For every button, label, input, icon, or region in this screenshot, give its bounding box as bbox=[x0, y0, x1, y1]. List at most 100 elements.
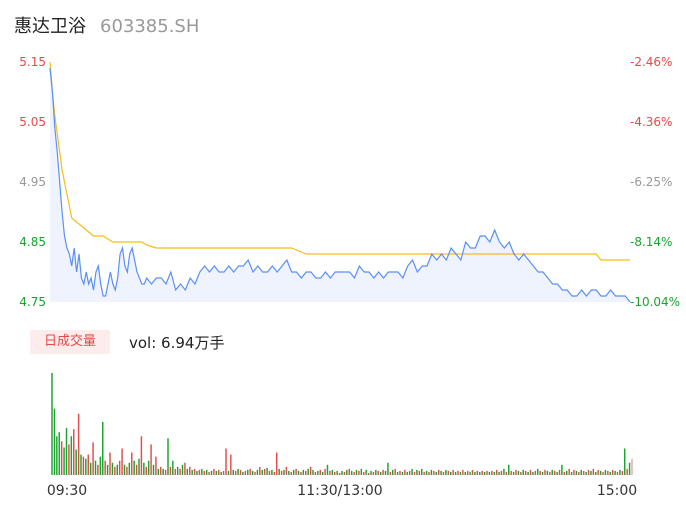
volume-bar bbox=[546, 470, 549, 475]
volume-bar bbox=[319, 469, 321, 475]
volume-bar bbox=[539, 470, 541, 475]
volume-bar bbox=[500, 470, 503, 475]
volume-bar bbox=[302, 469, 305, 475]
volume-bar bbox=[517, 470, 520, 475]
volume-bar bbox=[462, 469, 464, 475]
volume-bar bbox=[53, 408, 56, 475]
y-tick-label: 4.95 bbox=[19, 175, 46, 189]
volume-bar bbox=[181, 464, 184, 475]
volume-bar bbox=[307, 468, 309, 475]
volume-bar bbox=[131, 452, 133, 475]
volume-bar bbox=[111, 462, 114, 475]
y-tick-pct-label: -4.36% bbox=[630, 115, 672, 129]
volume-bar bbox=[326, 464, 329, 475]
volume-bar bbox=[392, 469, 394, 475]
volume-bar bbox=[184, 462, 186, 475]
volume-bar bbox=[56, 436, 58, 475]
volume-bar bbox=[147, 460, 150, 475]
volume-bar bbox=[515, 469, 517, 475]
volume-bar bbox=[524, 470, 527, 475]
volume-bar bbox=[566, 470, 568, 475]
volume-bar bbox=[551, 469, 553, 475]
volume-bar bbox=[321, 471, 324, 475]
volume-bar bbox=[464, 471, 466, 475]
volume-bar bbox=[263, 468, 266, 475]
volume-bar bbox=[104, 460, 106, 475]
volume-bar bbox=[152, 464, 155, 475]
volume-bar bbox=[599, 470, 602, 475]
volume-bar bbox=[167, 438, 169, 475]
volume-bar bbox=[469, 471, 471, 475]
volume-bar bbox=[592, 468, 595, 475]
volume-bar bbox=[350, 470, 353, 475]
volume-bar bbox=[242, 471, 244, 475]
volume-bar bbox=[292, 469, 295, 475]
volume-bar bbox=[278, 468, 280, 475]
volume-bar bbox=[218, 469, 220, 475]
volume-bar bbox=[404, 469, 406, 475]
volume-bar bbox=[341, 470, 343, 475]
volume-bar bbox=[285, 466, 288, 475]
volume-bar bbox=[607, 470, 609, 475]
volume-bar bbox=[621, 470, 624, 475]
volume-bar bbox=[382, 469, 384, 475]
volume-bar bbox=[343, 471, 346, 475]
volume-bar bbox=[488, 471, 491, 475]
volume-bar bbox=[87, 454, 89, 475]
volume-bar bbox=[476, 470, 479, 475]
volume-bar bbox=[503, 468, 505, 475]
volume-bar bbox=[430, 469, 433, 475]
volume-bar bbox=[529, 469, 532, 475]
volume-bar bbox=[288, 470, 290, 475]
volume-bar bbox=[114, 466, 116, 475]
volume-bar bbox=[155, 456, 157, 475]
volume-bar bbox=[309, 466, 312, 475]
volume-bar bbox=[544, 469, 546, 475]
volume-bar bbox=[280, 470, 283, 475]
volume-bar bbox=[70, 436, 73, 475]
price-chart: 5.15 -2.46% 5.05 -4.36% 4.95 -6.25% 4.85 -8.14%… bbox=[19, 55, 680, 309]
volume-bar bbox=[276, 452, 278, 475]
y-tick-label: 4.75 bbox=[19, 295, 46, 309]
volume-bar bbox=[442, 471, 445, 475]
volume-bar bbox=[474, 471, 476, 475]
volume-bar bbox=[82, 456, 85, 475]
volume-bar bbox=[435, 471, 437, 475]
volume-bar bbox=[179, 468, 181, 475]
volume-bar bbox=[541, 471, 544, 475]
volume-bar bbox=[346, 469, 348, 475]
volume-bar bbox=[138, 458, 140, 475]
volume-bar bbox=[616, 471, 619, 475]
volume-bar bbox=[89, 462, 92, 475]
volume-bar bbox=[198, 469, 201, 475]
volume-bar bbox=[459, 471, 462, 475]
y-tick-pct-label: -10.04% bbox=[630, 295, 680, 309]
volume-bar bbox=[232, 469, 234, 475]
volume-bar bbox=[471, 469, 474, 475]
y-tick-pct-label: -6.25% bbox=[630, 175, 672, 189]
volume-bar bbox=[558, 469, 561, 475]
volume-bar bbox=[234, 470, 237, 475]
volume-bar bbox=[220, 471, 222, 475]
volume-bar bbox=[355, 469, 358, 475]
volume-bar bbox=[457, 470, 459, 475]
volume-bar bbox=[123, 464, 126, 475]
volume-bar bbox=[520, 471, 522, 475]
volume-bar bbox=[437, 469, 440, 475]
volume-bar bbox=[553, 470, 556, 475]
volume-bar bbox=[143, 462, 145, 475]
volume-bar bbox=[334, 471, 336, 475]
volume-bar bbox=[483, 471, 486, 475]
volume-bar bbox=[624, 448, 626, 475]
volume-bar bbox=[413, 471, 416, 475]
volume-bar bbox=[174, 468, 176, 475]
volume-bar bbox=[193, 468, 196, 475]
volume-bar bbox=[75, 449, 77, 475]
volume-bar bbox=[227, 470, 230, 475]
volume-bar bbox=[118, 460, 121, 475]
volume-bar bbox=[479, 471, 481, 475]
volume-bar bbox=[389, 471, 392, 475]
volume-bar bbox=[324, 468, 326, 475]
volume-bar bbox=[563, 471, 566, 475]
